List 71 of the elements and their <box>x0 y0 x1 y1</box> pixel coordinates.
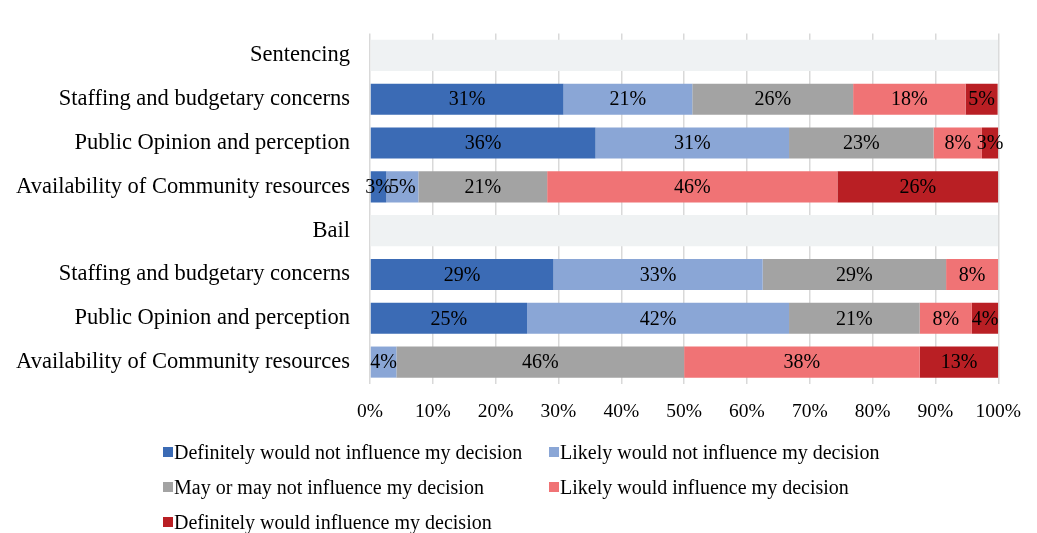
data-label: 26% <box>754 87 792 110</box>
data-label: 8% <box>944 131 972 154</box>
x-tick-label: 70% <box>791 399 828 421</box>
x-tick-label: 0% <box>357 399 383 421</box>
data-label: 25% <box>430 306 468 329</box>
data-label: 18% <box>891 87 928 110</box>
y-tick-label: Availability of Community resources <box>16 172 350 198</box>
data-label: 29% <box>836 262 873 285</box>
x-tick-label: 80% <box>854 399 891 421</box>
bar <box>595 127 790 159</box>
data-label: 4% <box>370 350 397 373</box>
bar <box>527 302 790 334</box>
legend-label: Definitely would influence my decision <box>174 510 492 533</box>
data-label: 8% <box>958 262 986 285</box>
data-label: 8% <box>932 306 960 329</box>
data-label: 33% <box>639 262 677 285</box>
x-tick-label: 50% <box>666 399 702 421</box>
bar <box>692 83 854 115</box>
data-label: 21% <box>609 87 647 110</box>
bar <box>684 346 920 378</box>
legend-label: Definitely would not influence my decision <box>174 440 523 464</box>
x-tick-label: 100% <box>975 399 1021 421</box>
data-label: 38% <box>783 350 821 373</box>
bar <box>370 215 999 247</box>
x-tick-label: 40% <box>603 399 640 421</box>
x-tick-label: 90% <box>917 399 954 421</box>
data-label: 42% <box>639 306 677 329</box>
bar <box>837 171 999 203</box>
legend-label: Likely would influence my decision <box>560 475 849 499</box>
bar <box>919 346 999 378</box>
legend-label: Likely would not influence my decision <box>560 440 880 464</box>
data-label: 21% <box>464 175 502 198</box>
x-tick-label: 30% <box>540 399 577 421</box>
bar <box>853 83 966 115</box>
y-tick-label: Staffing and budgetary concerns <box>58 260 350 286</box>
y-tick-label: Public Opinion and perception <box>74 128 350 154</box>
bar <box>762 258 947 291</box>
bar <box>789 127 934 159</box>
y-tick-label: Public Opinion and perception <box>74 304 350 330</box>
data-label: 46% <box>673 175 711 198</box>
bar <box>789 302 920 334</box>
bar <box>370 302 528 334</box>
data-label: 31% <box>448 87 486 110</box>
data-label: 29% <box>443 262 481 285</box>
bar <box>370 127 596 159</box>
data-label: 13% <box>940 350 978 373</box>
x-tick-label: 60% <box>729 399 765 421</box>
bar <box>563 83 693 115</box>
bar <box>547 171 838 203</box>
data-label: 21% <box>836 306 873 329</box>
data-label: 46% <box>521 350 559 373</box>
y-tick-label: Sentencing <box>250 41 350 67</box>
bar <box>370 39 999 71</box>
bar <box>418 171 548 203</box>
data-label: 26% <box>899 175 937 198</box>
bar <box>553 258 763 291</box>
x-tick-label: 10% <box>414 399 451 421</box>
bar <box>370 258 554 291</box>
data-label: 4% <box>971 306 999 329</box>
y-tick-label: Availability of Community resources <box>16 348 350 373</box>
data-label: 31% <box>673 131 711 154</box>
y-tick-label: Bail <box>312 216 350 242</box>
bar <box>396 346 685 378</box>
y-tick-label: Staffing and budgetary concerns <box>58 85 350 111</box>
data-label: 23% <box>842 131 880 154</box>
legend-label: May or may not influence my decision <box>174 475 484 499</box>
bar <box>370 83 564 115</box>
data-label: 5% <box>389 175 416 198</box>
data-label: 5% <box>968 87 995 110</box>
data-label: 36% <box>464 131 502 154</box>
x-tick-label: 20% <box>477 399 514 421</box>
